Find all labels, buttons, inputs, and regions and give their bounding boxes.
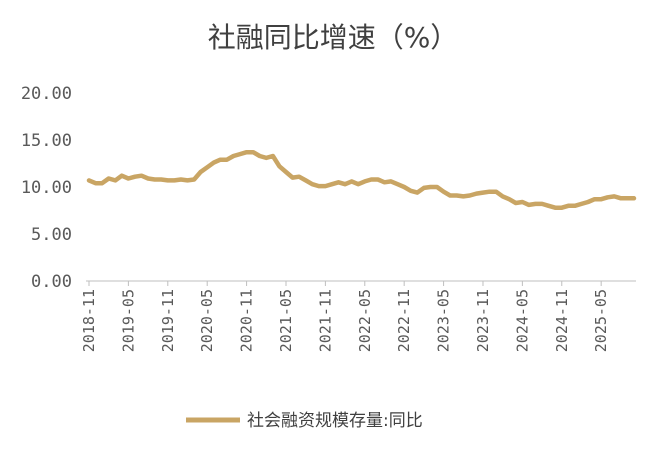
x-tick-label: 2018-11 — [80, 289, 98, 352]
x-tick-label: 2020-05 — [198, 289, 216, 352]
legend: 社会融资规模存量:同比 — [186, 411, 423, 431]
y-tick-label: 15.00 — [21, 131, 72, 151]
y-tick-label: 10.00 — [21, 178, 72, 198]
x-tick-label: 2019-11 — [159, 289, 177, 352]
series-line — [86, 149, 637, 210]
x-tick-label: 2024-05 — [513, 289, 531, 352]
x-tick-label: 2020-11 — [238, 289, 256, 352]
x-tick-label: 2021-05 — [277, 289, 295, 352]
x-tick-label: 2019-05 — [119, 289, 137, 352]
x-tick-label: 2022-05 — [356, 289, 374, 352]
chart-title: 社融同比增速（%） — [208, 21, 459, 54]
y-tick-label: 20.00 — [21, 84, 72, 104]
x-tick-label: 2023-11 — [474, 289, 492, 352]
x-tick-label: 2023-05 — [435, 289, 453, 352]
y-tick-label: 0.00 — [31, 272, 72, 292]
x-tick-label: 2024-11 — [553, 289, 571, 352]
x-tick-label: 2025-05 — [592, 289, 610, 352]
y-tick-label: 5.00 — [31, 225, 72, 245]
legend-label: 社会融资规模存量:同比 — [247, 411, 423, 431]
x-tick-label: 2021-11 — [316, 289, 334, 352]
x-tick-label: 2022-11 — [395, 289, 413, 352]
